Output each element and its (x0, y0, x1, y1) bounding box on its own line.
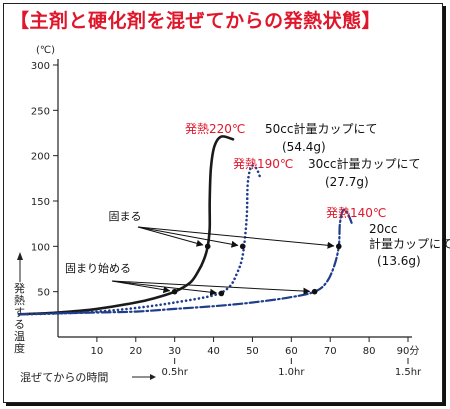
series-marker-1 (171, 288, 178, 295)
series-line-1 (17, 135, 235, 316)
x-tick-label: 70 (324, 346, 337, 357)
y-axis-arrowhead (17, 252, 23, 260)
series-marker-2 (239, 243, 246, 250)
annotation-arrow (111, 280, 218, 296)
mass-label: (13.6g) (377, 254, 421, 268)
x-axis-arrowhead (150, 374, 156, 380)
x-axis-label: 混ぜてからの時間 (20, 371, 108, 384)
x-tick-label: 20 (129, 346, 142, 357)
y-tick-label: 250 (31, 106, 50, 117)
series-marker-3 (335, 243, 342, 250)
y-tick-label: 200 (31, 152, 50, 163)
axes: (℃) 50 100 150 200 250 300 10 20 30 40 50 60 70 80 90分 0… (14, 45, 422, 384)
cup-size-label: 計量カップにて (369, 236, 450, 251)
annotation-arrow (111, 280, 171, 294)
annotation-arrow (137, 226, 335, 249)
chart-frame (3, 3, 443, 403)
series-marker-1 (204, 243, 211, 250)
annotation-label: 固まり始める (65, 261, 131, 275)
annotation-arrow (137, 226, 239, 248)
x-hour-tick-label: 0.5hr (161, 367, 188, 378)
cup-size-label: 30cc計量カップにて (308, 156, 420, 171)
annotation-arrow (137, 226, 204, 247)
x-hour-tick-label: 1.5hr (395, 367, 422, 378)
y-unit-label: (℃) (36, 45, 55, 56)
x-tick-label: 30 (168, 346, 181, 357)
cup-size-label: 20cc (369, 222, 397, 236)
x-tick-label: 90分 (397, 345, 420, 357)
series-marker-2 (218, 290, 225, 297)
series-marker-3 (311, 288, 318, 295)
mass-label: (27.7g) (325, 175, 369, 189)
peak-temperature-label: 発熱190℃ (233, 157, 293, 171)
y-axis-label: 発熱する温度 (14, 281, 25, 355)
y-tick-label: 50 (37, 288, 50, 299)
peak-temperature-label: 発熱140℃ (326, 206, 386, 220)
series-labels: 発熱220℃ 50cc計量カップにて (54.4g) 発熱190℃ 30cc計量カップに… (185, 121, 450, 268)
annotation-arrow (111, 280, 311, 295)
y-tick-label: 300 (31, 61, 50, 72)
peak-temperature-label: 発熱220℃ (185, 122, 245, 136)
y-tick-label: 100 (31, 242, 50, 253)
series-line-2 (17, 164, 262, 316)
chart-title: 【主剤と硬化剤を混ぜてからの発熱状態】 (10, 10, 382, 32)
x-hour-tick-label: 1.0hr (278, 367, 305, 378)
x-tick-label: 80 (363, 346, 376, 357)
x-tick-label: 40 (207, 346, 220, 357)
annotation-label: 固まる (109, 210, 142, 223)
x-tick-label: 10 (91, 346, 104, 357)
series-lines (17, 135, 353, 316)
mass-label: (54.4g) (282, 140, 326, 154)
cup-size-label: 50cc計量カップにて (265, 121, 377, 136)
series-line-3 (18, 208, 353, 316)
x-tick-label: 60 (285, 346, 298, 357)
y-tick-label: 150 (31, 197, 50, 208)
x-tick-label: 50 (246, 346, 259, 357)
